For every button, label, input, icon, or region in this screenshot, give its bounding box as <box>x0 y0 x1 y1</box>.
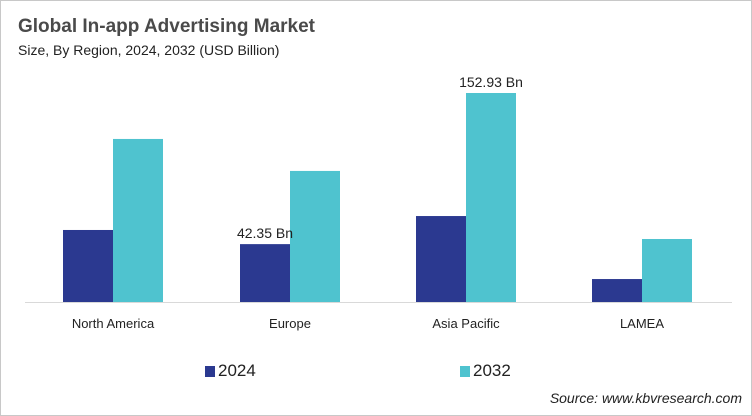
legend-item-2024: 2024 <box>205 361 256 381</box>
source-note: Source: www.kbvresearch.com <box>549 390 742 406</box>
data-label: 42.35 Bn <box>237 225 293 241</box>
bar-north-america-2032 <box>113 138 163 302</box>
legend-swatch-2032 <box>460 365 470 377</box>
bar-lamea-2032 <box>642 238 692 302</box>
bar-north-america-2024 <box>63 229 113 302</box>
x-tick-label: North America <box>72 316 155 331</box>
chart-title: Global In-app Advertising Market <box>18 16 316 37</box>
x-tick-label: Asia Pacific <box>432 316 500 331</box>
legend-label-2024: 2024 <box>218 361 256 380</box>
legend-label-2032: 2032 <box>473 361 511 380</box>
legend-item-2032: 2032 <box>460 361 511 381</box>
x-tick-label: LAMEA <box>620 316 664 331</box>
legend-swatch-2024 <box>205 365 215 377</box>
bar-asia-pacific-2024 <box>416 216 466 302</box>
bar-asia-pacific-2032 <box>466 93 516 302</box>
data-label: 152.93 Bn <box>459 74 523 90</box>
bar-lamea-2024 <box>592 279 642 302</box>
bar-europe-2024 <box>240 244 290 302</box>
chart-subtitle: Size, By Region, 2024, 2032 (USD Billion… <box>18 42 280 58</box>
bar-europe-2032 <box>290 170 340 302</box>
x-tick-label: Europe <box>269 316 311 331</box>
